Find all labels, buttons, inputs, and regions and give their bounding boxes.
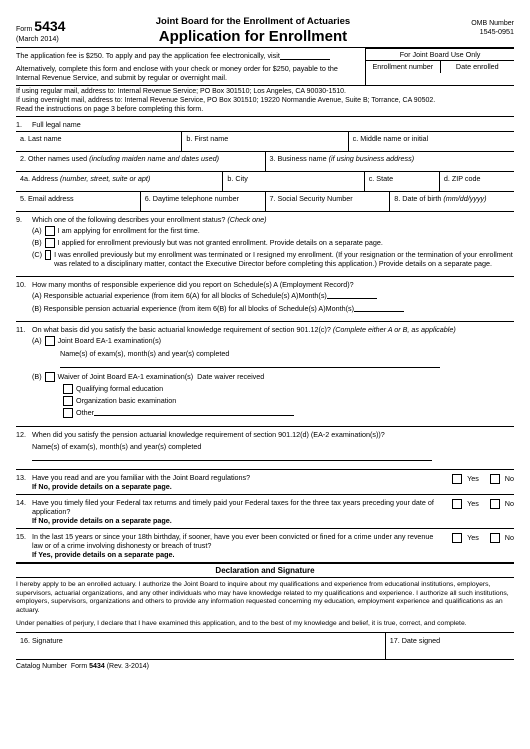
q13-no-checkbox[interactable]	[490, 474, 500, 484]
q2-q3[interactable]: 2. Other names used (including maiden na…	[16, 152, 514, 172]
q11: 11.On what basis did you satisfy the bas…	[16, 322, 514, 427]
omb-label: OMB Number	[471, 20, 514, 27]
fee-text-2: Alternatively, complete this form and en…	[16, 64, 361, 82]
q9a-checkbox[interactable]	[45, 226, 55, 236]
q9: 9.Which one of the following describes y…	[16, 212, 514, 277]
q13: 13. Have you read and are you familiar w…	[16, 470, 514, 495]
q15-no-checkbox[interactable]	[490, 533, 500, 543]
q9c-checkbox[interactable]	[45, 250, 51, 260]
form-revision: (March 2014)	[16, 34, 108, 43]
q11b-checkbox[interactable]	[45, 372, 55, 382]
board-title: Joint Board for the Enrollment of Actuar…	[116, 16, 391, 27]
q1: 1.Full legal name	[16, 117, 514, 132]
q9b-checkbox[interactable]	[45, 238, 55, 248]
q5-8[interactable]: 5. Email address 6. Daytime telephone nu…	[16, 192, 514, 212]
use-only-box: For Joint Board Use Only Enrollment numb…	[365, 48, 514, 85]
q14: 14. Have you timely filed your Federal t…	[16, 495, 514, 529]
declaration-text: I hereby apply to be an enrolled actuary…	[16, 578, 514, 632]
q10: 10.How many months of responsible experi…	[16, 277, 514, 322]
q11a-checkbox[interactable]	[45, 336, 55, 346]
q4[interactable]: 4a. Address (number, street, suite or ap…	[16, 172, 514, 192]
q15-yes-checkbox[interactable]	[452, 533, 462, 543]
q13-yes-checkbox[interactable]	[452, 474, 462, 484]
q11-opt2-checkbox[interactable]	[63, 396, 73, 406]
q11-opt1-checkbox[interactable]	[63, 384, 73, 394]
mailing-instructions: If using regular mail, address to: Inter…	[16, 86, 514, 117]
omb-number: 1545-0951	[480, 27, 514, 36]
signature-row[interactable]: 16. Signature 17. Date signed	[16, 633, 514, 660]
q11-opt3-checkbox[interactable]	[63, 408, 73, 418]
q15: 15. In the last 15 years or since your 1…	[16, 529, 514, 563]
q12: 12.When did you satisfy the pension actu…	[16, 427, 514, 470]
q1-fields[interactable]: a. Last nameb. First namec. Middle name …	[16, 132, 514, 152]
q14-no-checkbox[interactable]	[490, 499, 500, 509]
q14-yes-checkbox[interactable]	[452, 499, 462, 509]
declaration-header: Declaration and Signature	[16, 563, 514, 578]
form-number: Form 5434	[16, 18, 108, 34]
fee-text-1: The application fee is $250. To apply an…	[16, 51, 361, 60]
footer: Catalog Number Form 5434 (Rev. 3-2014)	[16, 660, 514, 670]
form-title: Application for Enrollment	[116, 28, 391, 45]
